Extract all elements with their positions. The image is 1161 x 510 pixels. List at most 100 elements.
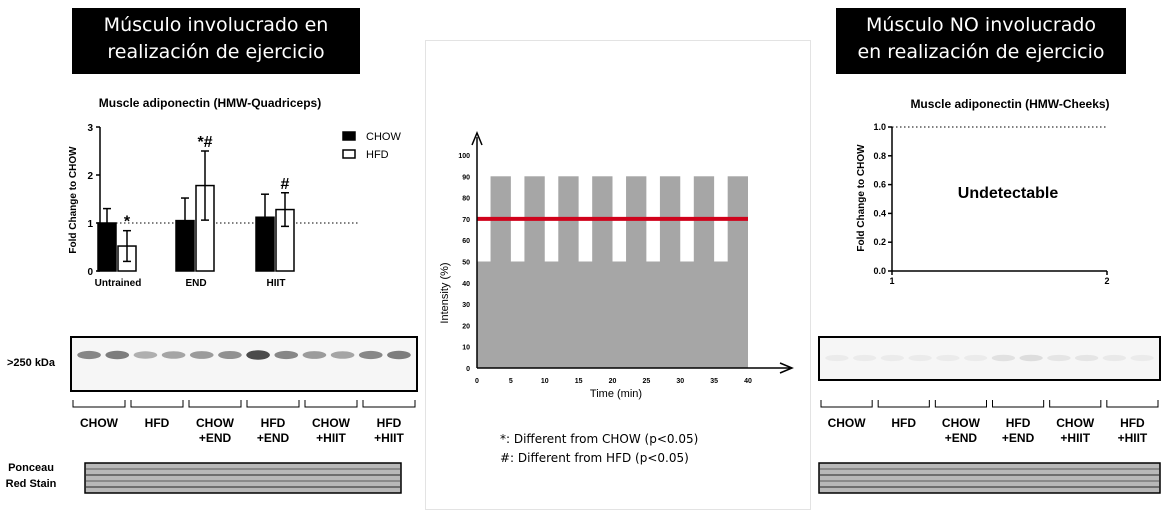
blot-frame-left <box>70 336 418 392</box>
blot-band <box>218 351 242 359</box>
high-intensity-interval <box>592 176 613 368</box>
high-intensity-interval <box>693 176 715 368</box>
lane-label-left: CHOW <box>70 416 128 431</box>
lane-label-right: HFD +HIIT <box>1104 416 1161 446</box>
y-tick-label: 0 <box>87 267 93 278</box>
blot-band <box>246 350 270 360</box>
blot-band <box>936 354 960 362</box>
cheeks-chart: Fold Change to CHOW Undetectable 0.0 0.2 0… <box>856 122 1110 286</box>
stain-frame-left <box>84 462 402 494</box>
ponceau-stain-left <box>84 462 402 494</box>
left-banner-line-2: realización de ejercicio <box>107 41 325 63</box>
band-size-label: >250 kDa <box>6 357 55 369</box>
lane-label-line: +HIIT <box>1117 431 1148 445</box>
lane-label-line: +HIIT <box>374 431 404 445</box>
high-intensity-interval <box>558 176 579 368</box>
right-banner-line-1: Músculo NO involucrado <box>865 14 1097 36</box>
y-tick-label: 50 <box>462 260 470 267</box>
y-tick-label: 0.2 <box>873 237 886 247</box>
lane-label-line: HFD <box>1120 416 1145 430</box>
lane-label-line: CHOW <box>80 416 118 430</box>
lane-label-line: +END <box>944 431 978 445</box>
significance-mark: *# <box>197 134 212 151</box>
y-tick-label: 3 <box>87 123 93 134</box>
lane-label-line: CHOW <box>1056 416 1095 430</box>
y-tick-label: 30 <box>462 302 470 309</box>
lane-bracket <box>188 400 242 408</box>
blot-band <box>105 350 130 360</box>
x-tick-label: 15 <box>575 378 583 385</box>
lane-label-line: +END <box>198 431 232 445</box>
lane-bracket <box>130 400 184 408</box>
lane-label-line: HFD <box>376 416 402 430</box>
right-title-banner: Músculo NO involucrado en realización de… <box>836 8 1126 74</box>
lane-label-line: HFD <box>260 416 286 430</box>
lane-label-line: CHOW <box>196 416 234 430</box>
y-tick-label: 80 <box>462 196 470 203</box>
y-tick-label: 70 <box>462 217 470 224</box>
x-tick-label: 0 <box>475 378 479 385</box>
lane-label-line: CHOW <box>827 416 866 430</box>
blot-band <box>963 354 988 362</box>
ponceau-label-line-2: Red Stain <box>5 478 57 490</box>
x-tick-label: 35 <box>710 378 718 385</box>
lane-brackets-left <box>72 400 416 408</box>
y-tick-label: 0.4 <box>873 208 886 218</box>
blot-band <box>991 354 1016 362</box>
significance-mark: # <box>281 176 290 193</box>
note-hfd: #: Different from HFD (p<0.05) <box>500 451 689 465</box>
blot-band <box>274 350 299 360</box>
hiit-intensity-chart: Intensity (%) Time (min) 010203040506070… <box>439 131 794 400</box>
undetectable-label: Undetectable <box>958 185 1059 202</box>
blot-band <box>133 351 158 359</box>
x-tick-label: 30 <box>676 378 684 385</box>
ponceau-stain-right <box>818 462 1161 494</box>
blot-band <box>358 350 383 360</box>
blot-band <box>161 351 186 359</box>
blot-band <box>330 351 355 359</box>
western-blot-left <box>70 336 418 392</box>
legend-label-hfd: HFD <box>366 149 389 161</box>
western-blot-right <box>818 336 1161 381</box>
blot-band <box>77 350 101 360</box>
x-axis-arrow <box>779 362 794 374</box>
y-tick-label: 0.8 <box>873 151 886 161</box>
significance-notes: *: Different from CHOW (p<0.05) #: Diffe… <box>500 430 800 468</box>
y-tick-label: 0.0 <box>873 266 886 276</box>
y-tick-label: 1.0 <box>873 122 886 132</box>
y-tick-label: 10 <box>462 345 470 352</box>
legend-label-chow: CHOW <box>366 131 401 143</box>
blot-band <box>908 354 932 362</box>
x-tick-label: 40 <box>744 378 752 385</box>
high-intensity-interval <box>659 176 681 368</box>
lane-label-left: CHOW +END <box>186 416 244 446</box>
x-category-label: HIIT <box>267 278 286 289</box>
high-intensity-interval <box>490 176 511 368</box>
time-axis-label: Time (min) <box>590 388 642 400</box>
lane-label-line: HFD <box>891 416 917 430</box>
note-chow: *: Different from CHOW (p<0.05) <box>500 432 699 446</box>
y-tick-label: 100 <box>458 153 470 160</box>
y-tick-label: 0.6 <box>873 180 886 190</box>
lane-bracket <box>820 400 873 408</box>
blot-band <box>880 354 905 362</box>
high-intensity-interval <box>626 176 647 368</box>
lane-bracket <box>1106 400 1159 408</box>
blot-band <box>387 350 411 360</box>
x-tick-label: 20 <box>609 378 617 385</box>
y-tick-label: 0 <box>466 366 470 373</box>
lane-label-right: CHOW +HIIT <box>1047 416 1104 446</box>
y-axis-arrow <box>471 131 483 146</box>
blot-band <box>1019 354 1043 362</box>
legend-swatch-hfd <box>342 149 356 159</box>
lane-label-line: +HIIT <box>316 431 346 445</box>
lane-brackets-right <box>820 400 1159 408</box>
high-intensity-interval <box>524 176 545 368</box>
blot-band <box>302 351 327 359</box>
lane-label-left: CHOW +HIIT <box>302 416 360 446</box>
ponceau-label-line-1: Ponceau <box>8 462 54 474</box>
lane-label-left: HFD <box>128 416 186 431</box>
blot-band <box>1130 354 1154 362</box>
lane-label-right: CHOW <box>818 416 875 431</box>
lane-label-line: CHOW <box>312 416 350 430</box>
